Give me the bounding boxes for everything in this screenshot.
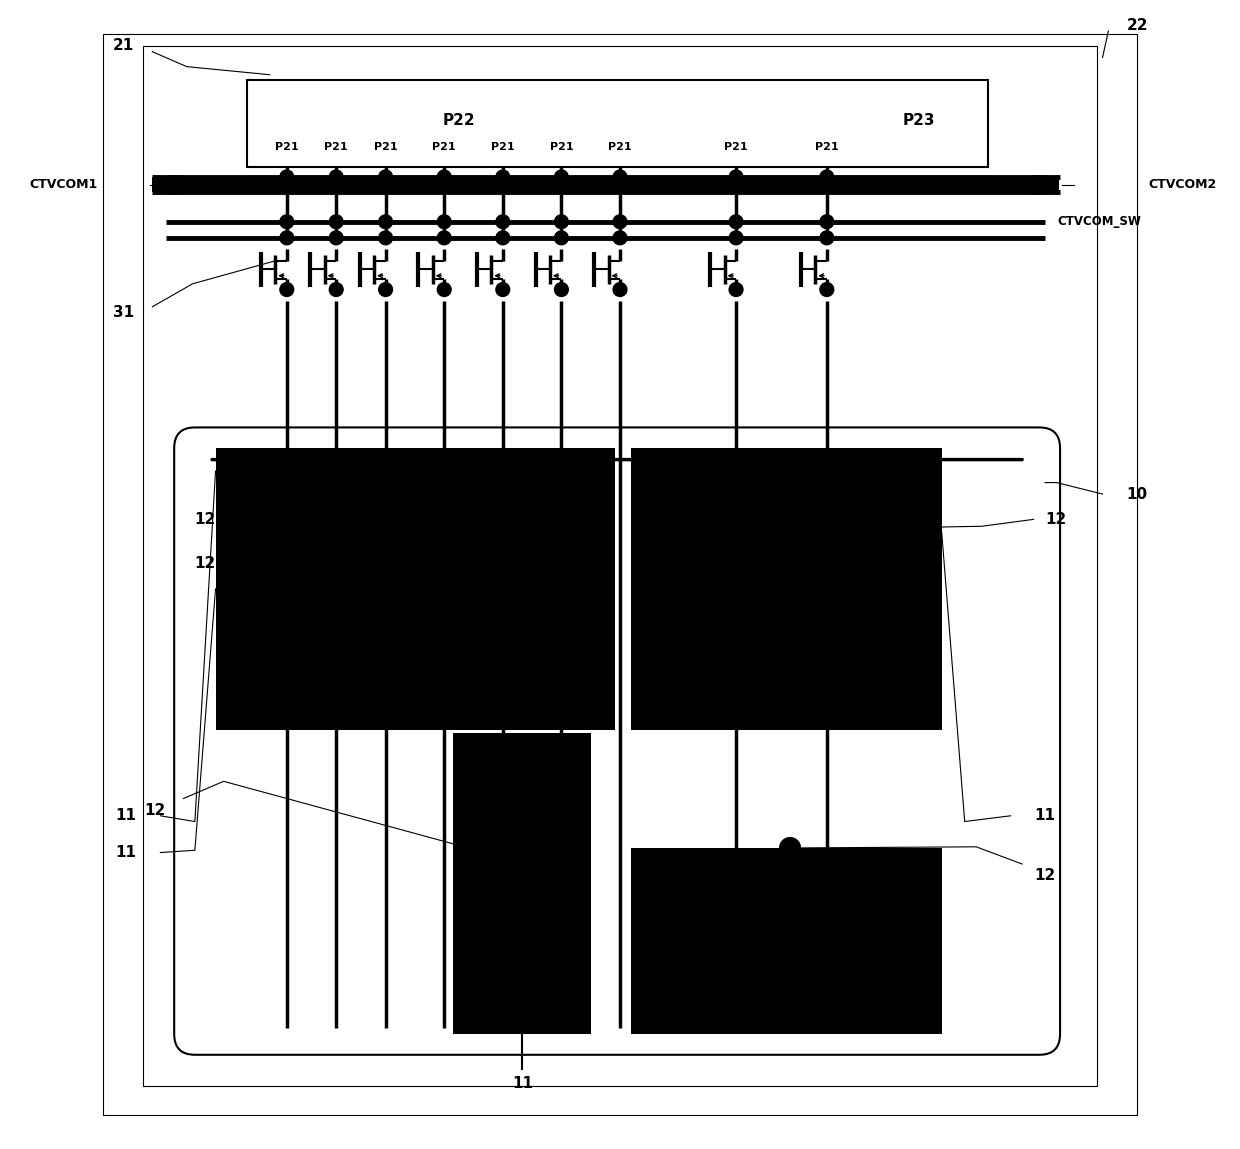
Circle shape xyxy=(820,283,833,296)
Circle shape xyxy=(780,838,800,858)
Circle shape xyxy=(378,283,393,296)
Circle shape xyxy=(613,215,627,229)
Circle shape xyxy=(330,231,343,245)
Text: 12: 12 xyxy=(195,511,216,527)
Bar xyxy=(166,177,1045,192)
Bar xyxy=(615,448,631,730)
Circle shape xyxy=(729,170,743,184)
Circle shape xyxy=(280,215,294,229)
Circle shape xyxy=(438,231,451,245)
Text: P22: P22 xyxy=(443,113,475,129)
Circle shape xyxy=(820,170,833,184)
Text: P21: P21 xyxy=(724,142,748,152)
Circle shape xyxy=(280,283,294,296)
Circle shape xyxy=(729,231,743,245)
Circle shape xyxy=(330,283,343,296)
Circle shape xyxy=(496,215,510,229)
Circle shape xyxy=(729,283,743,296)
Circle shape xyxy=(378,215,393,229)
Text: 11: 11 xyxy=(512,1075,533,1092)
Circle shape xyxy=(613,170,627,184)
Text: P21: P21 xyxy=(373,142,397,152)
Circle shape xyxy=(725,520,746,541)
Circle shape xyxy=(438,283,451,296)
Circle shape xyxy=(330,170,343,184)
Circle shape xyxy=(554,215,568,229)
Circle shape xyxy=(378,170,393,184)
Text: 11: 11 xyxy=(115,845,136,861)
Circle shape xyxy=(820,215,833,229)
Text: P21: P21 xyxy=(275,142,299,152)
Circle shape xyxy=(277,520,298,541)
Text: 10: 10 xyxy=(1126,486,1147,502)
Text: P23: P23 xyxy=(903,113,935,129)
Circle shape xyxy=(496,283,510,296)
Text: P21: P21 xyxy=(549,142,573,152)
Circle shape xyxy=(438,170,451,184)
Text: P21: P21 xyxy=(325,142,348,152)
Text: 11: 11 xyxy=(115,808,136,824)
Bar xyxy=(454,733,591,1034)
Text: P21: P21 xyxy=(815,142,838,152)
Circle shape xyxy=(496,170,510,184)
Circle shape xyxy=(554,170,568,184)
Text: P21: P21 xyxy=(491,142,515,152)
Circle shape xyxy=(554,283,568,296)
Text: 31: 31 xyxy=(113,304,134,321)
Text: 12: 12 xyxy=(1045,511,1066,527)
Text: 22: 22 xyxy=(1126,17,1148,33)
Circle shape xyxy=(458,838,479,858)
Bar xyxy=(631,448,941,730)
Circle shape xyxy=(554,231,568,245)
Text: 12: 12 xyxy=(1034,867,1055,884)
Bar xyxy=(216,448,615,730)
Bar xyxy=(153,177,181,192)
Text: 21: 21 xyxy=(113,38,134,54)
Text: CTVCOM_SW: CTVCOM_SW xyxy=(1058,215,1142,229)
Text: 11: 11 xyxy=(1034,808,1055,824)
Circle shape xyxy=(280,231,294,245)
Circle shape xyxy=(613,283,627,296)
Bar xyxy=(247,80,988,167)
Bar xyxy=(631,848,941,1034)
Circle shape xyxy=(378,231,393,245)
Text: P21: P21 xyxy=(608,142,632,152)
Text: P21: P21 xyxy=(433,142,456,152)
Bar xyxy=(1030,177,1059,192)
Circle shape xyxy=(438,215,451,229)
Text: CTVCOM2: CTVCOM2 xyxy=(1148,178,1216,192)
Circle shape xyxy=(523,506,542,524)
Text: 12: 12 xyxy=(195,555,216,571)
Circle shape xyxy=(820,231,833,245)
Circle shape xyxy=(522,553,543,573)
Circle shape xyxy=(729,215,743,229)
Text: 12: 12 xyxy=(144,802,165,818)
FancyBboxPatch shape xyxy=(174,427,1060,1055)
Text: CTVCOM1: CTVCOM1 xyxy=(29,178,97,192)
Circle shape xyxy=(496,231,510,245)
Circle shape xyxy=(330,215,343,229)
Bar xyxy=(143,46,1097,1086)
Circle shape xyxy=(613,231,627,245)
Circle shape xyxy=(280,170,294,184)
